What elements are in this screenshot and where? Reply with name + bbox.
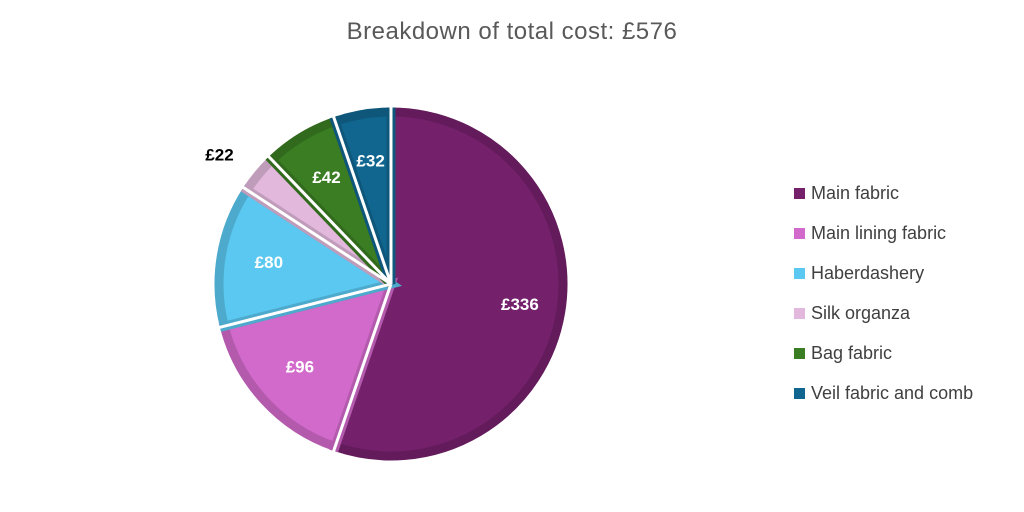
- legend-item-1: Main lining fabric: [794, 213, 973, 253]
- legend-label-4: Bag fabric: [811, 342, 893, 363]
- legend-item-4: Bag fabric: [794, 333, 973, 373]
- pie-slice-1: [218, 277, 398, 453]
- legend-swatch-1: [794, 227, 805, 239]
- chart-title: Breakdown of total cost: £576: [346, 18, 678, 45]
- legend-swatch-3: [794, 307, 805, 319]
- legend-label-5: Veil fabric and comb: [811, 382, 974, 403]
- data-label-2: £80: [255, 253, 283, 272]
- legend-swatch-0: [794, 187, 805, 199]
- pie-separator-2: [219, 282, 392, 329]
- legend-swatch-2: [794, 267, 805, 279]
- legend-item-0: Main fabric: [794, 173, 973, 213]
- data-label-3: £22: [205, 146, 233, 165]
- legend-item-5: Veil fabric and comb: [794, 373, 973, 413]
- data-label-4: £42: [312, 168, 340, 187]
- legend-item-3: Silk organza: [794, 293, 973, 333]
- data-label-5: £32: [356, 151, 384, 170]
- legend-swatch-4: [794, 347, 805, 359]
- pie-slice-2: [214, 183, 403, 332]
- pie-separator-3: [242, 185, 392, 286]
- legend-label-3: Silk organza: [811, 302, 911, 323]
- legend-label-0: Main fabric: [811, 182, 900, 203]
- legend-swatch-5: [794, 387, 805, 399]
- pie-separator-4: [267, 155, 393, 286]
- pie-separator-1: [332, 283, 393, 452]
- chart-legend: Main fabric Main lining fabric Haberdasher…: [794, 173, 973, 413]
- legend-label-2: Haberdashery: [811, 262, 925, 283]
- legend-label-1: Main lining fabric: [811, 222, 947, 243]
- legend-item-2: Haberdashery: [794, 253, 973, 293]
- data-label-1: £96: [286, 357, 314, 376]
- pie-separator-5: [332, 116, 393, 285]
- data-label-0: £336: [501, 295, 539, 314]
